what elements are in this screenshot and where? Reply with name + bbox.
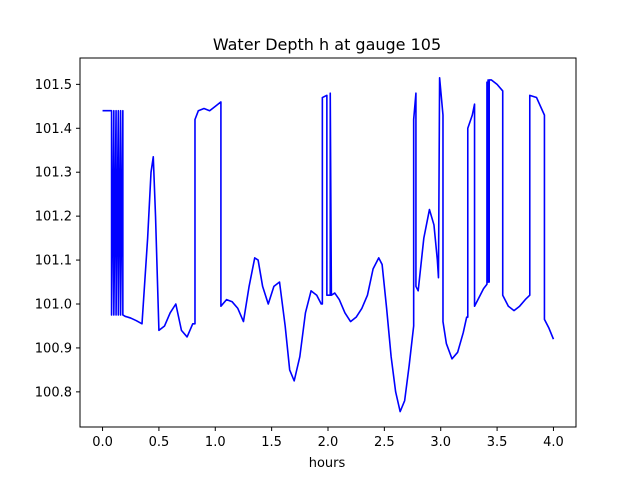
x-tick-label: 1.5 — [261, 435, 282, 450]
y-tick-label: 101.0 — [35, 298, 72, 313]
y-tick-label: 101.5 — [35, 78, 72, 93]
y-tick-label: 100.8 — [35, 385, 72, 400]
y-tick-label: 101.2 — [35, 210, 72, 225]
y-tick-label: 101.3 — [35, 166, 72, 181]
x-axis: 0.0 0.5 1.0 1.5 2.0 2.5 3.0 3.5 4.0 — [92, 427, 564, 450]
x-tick-label: 3.5 — [487, 435, 508, 450]
x-tick-label: 1.0 — [205, 435, 226, 450]
plot-frame — [79, 57, 577, 428]
series-line-0 — [102, 76, 555, 413]
plot-area — [102, 76, 555, 413]
y-tick-label: 101.1 — [35, 254, 72, 269]
y-tick-label: 100.9 — [35, 341, 72, 356]
y-tick-label: 101.4 — [35, 122, 72, 137]
x-tick-label: 2.5 — [374, 435, 395, 450]
x-tick-label: 0.0 — [92, 435, 113, 450]
x-tick-label: 3.0 — [430, 435, 451, 450]
x-axis-label: hours — [309, 456, 346, 471]
x-tick-label: 0.5 — [149, 435, 170, 450]
x-tick-label: 2.0 — [318, 435, 339, 450]
chart-title: Water Depth h at gauge 105 — [213, 35, 441, 54]
x-tick-label: 4.0 — [543, 435, 564, 450]
y-axis: 100.8 100.9 101.0 101.1 101.2 101.3 101.4 101.5 — [35, 78, 80, 400]
